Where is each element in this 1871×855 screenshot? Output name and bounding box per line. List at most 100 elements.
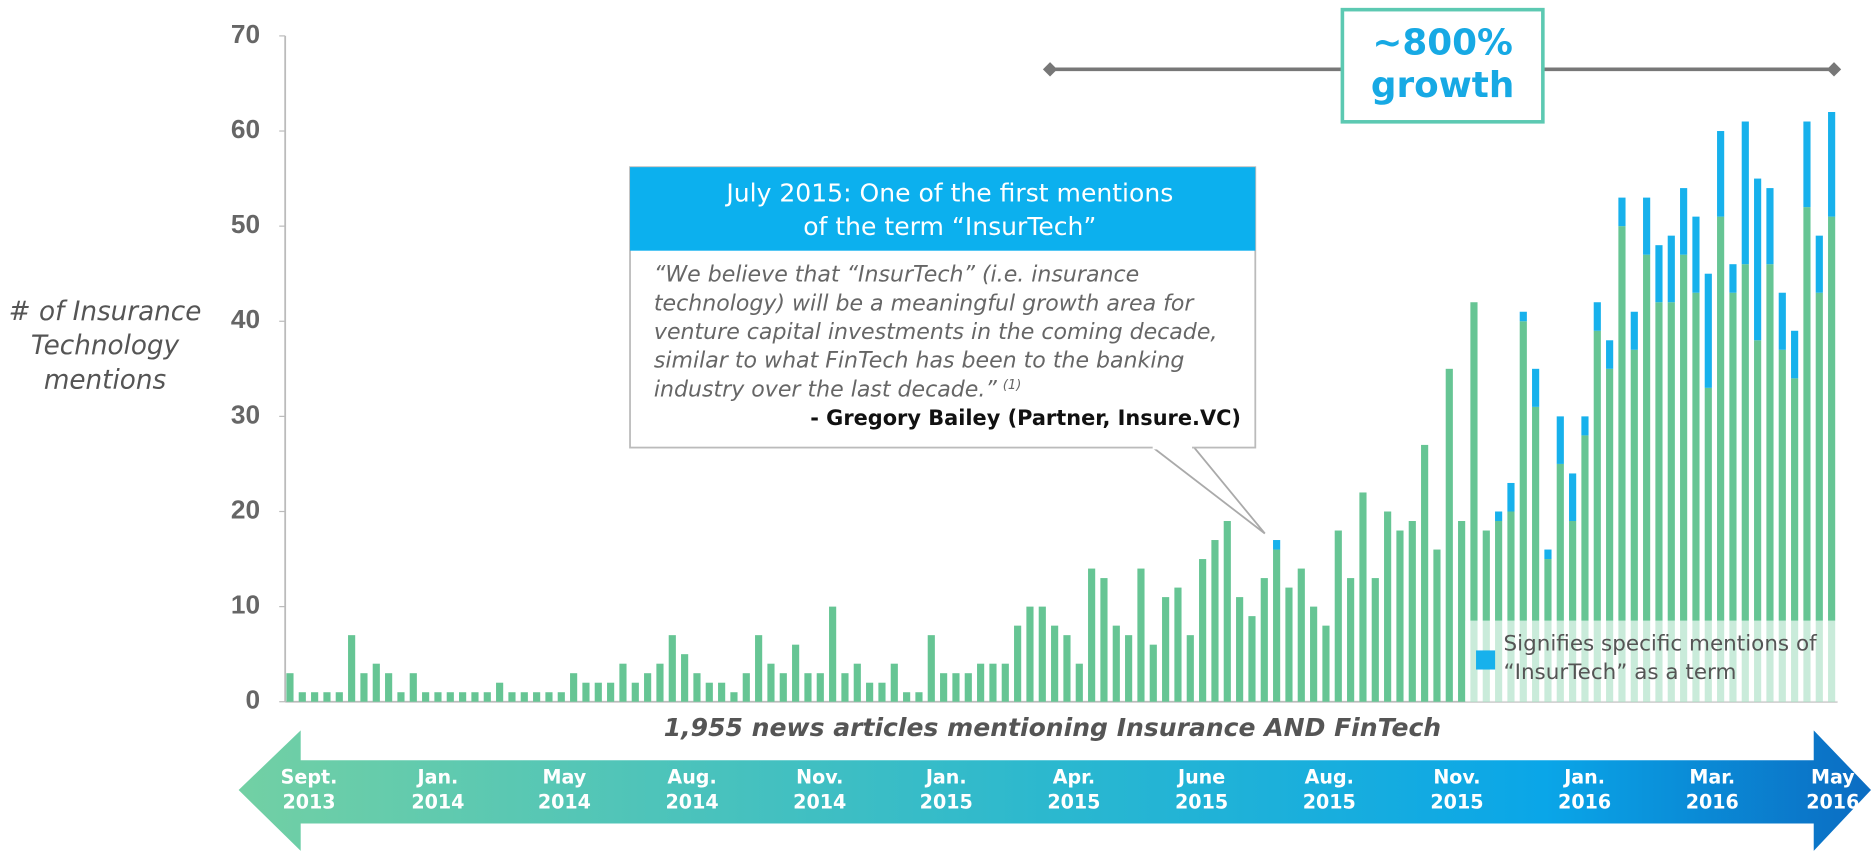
- bar-segment: [927, 635, 935, 702]
- legend-swatch: [1476, 650, 1496, 670]
- bar-segment: [409, 673, 417, 702]
- timeline-year: 2013: [282, 791, 335, 814]
- bar-segment: [878, 682, 886, 702]
- bar-segment: [1643, 254, 1651, 702]
- bar-segment: [1125, 635, 1133, 702]
- bar-segment: [1680, 188, 1688, 255]
- callout-pointer: [1148, 445, 1266, 535]
- bar-segment: [1408, 521, 1416, 702]
- bar-segment: [829, 606, 837, 702]
- bar-segment: [1655, 302, 1663, 702]
- legend: Signifies specific mentions of “InsurTec…: [1503, 631, 1816, 685]
- bar-segment: [718, 682, 726, 702]
- y-tick-label: 50: [231, 209, 260, 239]
- bar-segment: [1236, 597, 1244, 702]
- callout-text: July 2015: One of the first mentions of t…: [654, 179, 1241, 430]
- bar-segment: [1482, 530, 1490, 702]
- bracket-end: [1042, 62, 1058, 77]
- bar-segment: [360, 673, 368, 702]
- timeline-year: 2016: [1686, 791, 1739, 814]
- callout-quote: venture capital investments in the comin…: [654, 320, 1218, 345]
- bar-segment: [446, 692, 454, 702]
- bar-segment: [1532, 368, 1540, 407]
- timeline-year: 2015: [1430, 791, 1483, 814]
- bar-segment: [1569, 521, 1577, 702]
- bar-segment: [385, 673, 393, 702]
- bar-segment: [1556, 463, 1564, 702]
- bar-segment: [1593, 302, 1601, 331]
- bar-segment: [1741, 264, 1749, 702]
- y-label-line: Technology: [31, 331, 180, 361]
- bar-segment: [557, 692, 565, 702]
- bar-segment: [1458, 521, 1466, 702]
- bar-segment: [1137, 568, 1145, 702]
- bar-segment: [348, 635, 356, 702]
- bar-segment: [1495, 521, 1503, 702]
- timeline-year: 2014: [538, 791, 591, 814]
- bar-segment: [1248, 616, 1256, 702]
- bar-segment: [1014, 625, 1022, 702]
- bar-segment: [570, 673, 578, 702]
- bar-segment: [483, 692, 491, 702]
- bar-segment: [619, 663, 627, 702]
- callout-quote: technology) will be a meaningful growth …: [654, 291, 1196, 316]
- bar-segment: [915, 692, 923, 702]
- bar-segment: [1063, 635, 1071, 702]
- bar-segment: [1001, 663, 1009, 702]
- bar-segment: [508, 692, 516, 702]
- bar-segment: [1803, 207, 1811, 702]
- timeline-year: 2015: [920, 791, 973, 814]
- bar-segment: [545, 692, 553, 702]
- growth-text: ~800%: [1372, 22, 1513, 63]
- bar-segment: [1581, 435, 1589, 702]
- bar-segment: [1174, 587, 1182, 702]
- bar-segment: [1285, 587, 1293, 702]
- timeline-month: Jan.: [416, 766, 459, 789]
- bar-segment: [1088, 568, 1096, 702]
- bar-segment: [1630, 311, 1638, 350]
- bar-segment: [989, 663, 997, 702]
- bar-segment: [952, 673, 960, 702]
- bar-segment: [459, 692, 467, 702]
- bar-segment: [656, 663, 664, 702]
- bar-segment: [1507, 511, 1515, 702]
- bar-segment: [1396, 530, 1404, 702]
- bar-segment: [1791, 378, 1799, 702]
- bar-segment: [1667, 235, 1675, 303]
- bar-segment: [286, 673, 294, 702]
- y-tick-label: 60: [231, 114, 260, 144]
- timeline-year: 2014: [411, 791, 464, 814]
- bar-segment: [1495, 511, 1503, 522]
- bar-segment: [1038, 606, 1046, 702]
- bar-segment: [1273, 540, 1281, 550]
- bar-segment: [1704, 273, 1712, 388]
- bar-segment: [730, 692, 738, 702]
- bar-segment: [1828, 216, 1836, 702]
- bar-segment: [1717, 216, 1725, 702]
- bar-segment: [1384, 511, 1392, 702]
- bar-segment: [767, 663, 775, 702]
- bar-segment: [1754, 178, 1762, 341]
- bar-segment: [1729, 264, 1737, 293]
- timeline-month: Aug.: [667, 766, 716, 789]
- bar-segment: [1112, 625, 1120, 702]
- bar-segment: [890, 663, 898, 702]
- bar-segment: [1519, 311, 1527, 322]
- bar-segment: [607, 682, 615, 702]
- callout-quote: “We believe that “InsurTech” (i.e. insur…: [654, 263, 1139, 288]
- bar-segment: [1667, 302, 1675, 702]
- growth-box: [1340, 7, 1545, 124]
- bar-segment: [1026, 606, 1034, 702]
- bar-segment: [816, 673, 824, 702]
- bar-segment: [755, 635, 763, 702]
- bar-segment: [804, 673, 812, 702]
- y-axis-label: # of Insurance Technology mentions: [9, 297, 202, 395]
- bar-segment: [372, 663, 380, 702]
- bar-segment: [681, 654, 689, 702]
- y-label-line: # of Insurance: [9, 297, 202, 327]
- bar-segment: [582, 682, 590, 702]
- bar-segment: [866, 682, 874, 702]
- bar-segment: [1051, 625, 1059, 702]
- bar-segment: [1754, 340, 1762, 702]
